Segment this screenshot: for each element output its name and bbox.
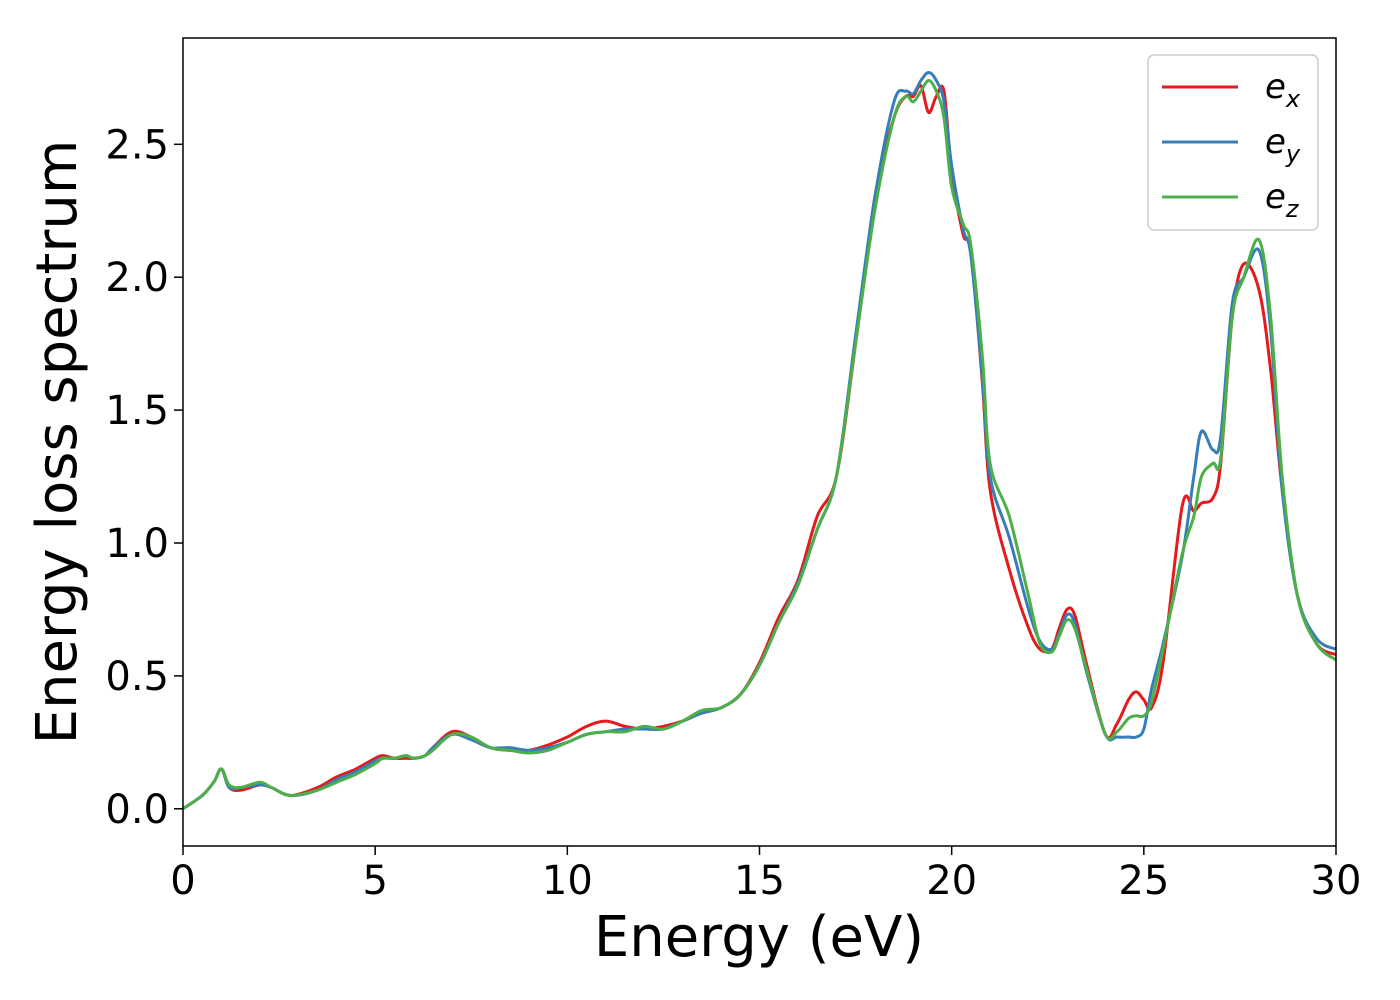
x-tick-label: 30	[1311, 858, 1362, 904]
y-tick-label: 0.5	[105, 654, 169, 700]
x-tick-label: 15	[734, 858, 785, 904]
x-tick-label: 5	[362, 858, 387, 904]
y-axis-title: Energy loss spectrum	[25, 140, 90, 745]
x-tick-label: 25	[1118, 858, 1169, 904]
y-tick-label: 0.0	[105, 787, 169, 833]
y-axis-ticks: 0.0 0.5 1.0 1.5 2.0 2.5	[105, 122, 183, 832]
y-tick-label: 2.0	[105, 255, 169, 301]
x-tick-label: 0	[170, 858, 195, 904]
y-tick-label: 1.0	[105, 521, 169, 567]
x-tick-label: 20	[926, 858, 977, 904]
y-tick-label: 2.5	[105, 122, 169, 168]
x-axis-title: Energy (eV)	[594, 905, 924, 970]
y-tick-label: 1.5	[105, 388, 169, 434]
legend: exeyez	[1148, 55, 1318, 230]
x-axis-ticks: 0 5 10 15 20 25 30	[170, 846, 1361, 904]
x-tick-label: 10	[542, 858, 593, 904]
